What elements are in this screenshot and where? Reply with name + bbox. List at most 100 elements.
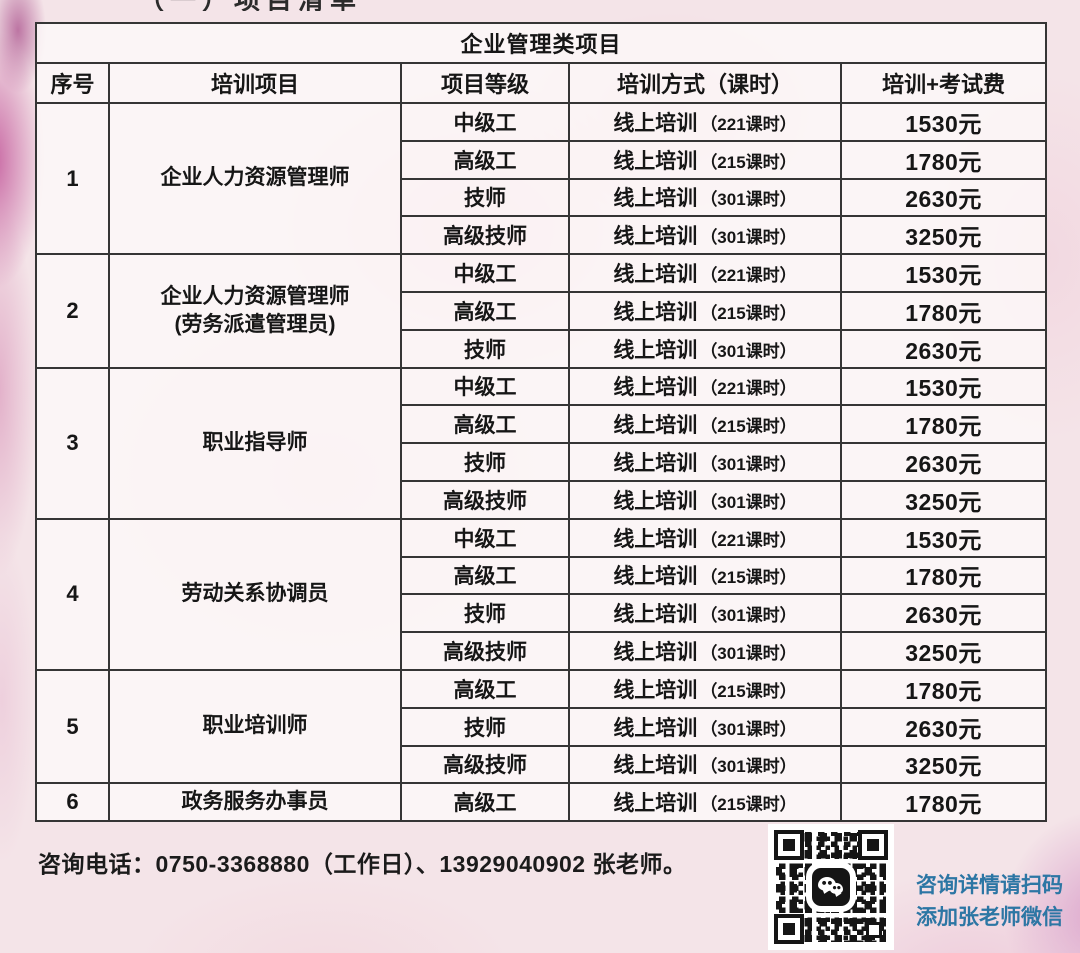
cell-fee: 1780元 — [839, 139, 1048, 180]
cell-fee: 2630元 — [839, 593, 1048, 634]
cell-fee: 3250元 — [839, 631, 1048, 671]
project-name: 企业人力资源管理师 — [160, 284, 350, 308]
table-row: 高级技师 线上培训 （301课时） 3250元 — [36, 215, 1048, 256]
hours-text: （215课时） — [700, 681, 797, 701]
method-text: 线上培训 — [613, 414, 698, 438]
project-name-sub: (劳务派遣管理员) — [174, 312, 336, 336]
hours-text: （301课时） — [700, 455, 797, 475]
table-row: 技师 线上培训 （301课时） 2630元 — [36, 442, 1048, 482]
table-row: 6 政务服务办事员 高级工 线上培训 （215课时） 1780元 — [35, 782, 1048, 823]
cell-level: 技师 — [400, 442, 570, 482]
qr-caption: 咨询详情请扫码 添加张老师微信 — [916, 870, 1063, 950]
col-header-level: 项目等级 — [400, 62, 570, 104]
table-row: 技师 线上培训 （301课时） 2630元 — [36, 593, 1048, 634]
table-row: 高级工 线上培训 （215课时） 1780元 — [36, 290, 1048, 331]
hours-text: （221课时） — [700, 114, 797, 134]
wechat-bubble-small-icon — [830, 883, 843, 894]
qr-finder-icon — [774, 914, 804, 944]
hours-text: （301课时） — [700, 341, 797, 361]
cell-fee: 1530元 — [839, 366, 1048, 407]
cell-level: 高级工 — [400, 290, 570, 331]
table-row: 4 劳动关系协调员 中级工 线上培训 （221课时） 1530元 — [35, 517, 1048, 671]
qr-code — [768, 824, 894, 950]
cell-method: 线上培训 （301课时） — [568, 744, 842, 785]
cell-level: 高级工 — [400, 404, 570, 445]
cell-method: 线上培训 （301课时） — [568, 215, 842, 256]
table-row: 3 职业指导师 中级工 线上培训 （221课时） 1530元 — [35, 366, 1048, 520]
table-row: 5 职业培训师 高级工 线上培训 （215课时） 1780元 — [35, 668, 1048, 785]
cell-method: 线上培训 （215课时） — [568, 404, 842, 445]
cell-method: 线上培训 （301课时） — [568, 442, 842, 482]
hours-text: （301课时） — [700, 492, 797, 512]
cell-fee: 2630元 — [839, 328, 1048, 369]
table-header-row: 序号 培训项目 项目等级 培训方式（课时） 培训+考试费 — [35, 62, 1048, 104]
method-text: 线上培训 — [613, 489, 698, 513]
method-text: 线上培训 — [613, 263, 698, 287]
cell-level: 技师 — [400, 177, 570, 218]
cell-no: 2 — [35, 253, 110, 369]
cell-project: 职业指导师 — [108, 366, 402, 520]
table-row: 2 企业人力资源管理师 (劳务派遣管理员) 中级工 线上培训 （221课时） 15… — [35, 253, 1048, 369]
cell-fee: 1780元 — [839, 290, 1048, 331]
cell-no: 5 — [35, 668, 110, 785]
hours-text: （301课时） — [700, 606, 797, 626]
cell-fee: 2630元 — [839, 706, 1048, 747]
cell-method: 线上培训 （215课时） — [568, 290, 842, 331]
cell-fee: 1530元 — [839, 102, 1048, 142]
cell-level: 高级技师 — [400, 215, 570, 256]
table-row: 高级工 线上培训 （215课时） 1780元 — [36, 404, 1048, 445]
cell-project: 劳动关系协调员 — [108, 517, 402, 671]
table-row: 技师 线上培训 （301课时） 2630元 — [36, 706, 1048, 747]
project-name: 职业指导师 — [202, 431, 308, 454]
hours-text: （215课时） — [700, 303, 797, 323]
method-text: 线上培训 — [613, 111, 698, 135]
cell-project: 企业人力资源管理师 — [108, 101, 402, 256]
cell-method: 线上培训 （221课时） — [568, 366, 842, 407]
table-row: 高级技师 线上培训 （301课时） 3250元 — [36, 479, 1048, 520]
cell-method: 线上培训 （301课时） — [568, 706, 842, 747]
cell-method: 线上培训 （215课时） — [568, 555, 842, 596]
cell-level: 高级工 — [400, 555, 570, 596]
cropped-heading: （一）项目清单 — [138, 0, 498, 11]
table-title: 企业管理类项目 — [34, 22, 1048, 64]
qr-block: 咨询详情请扫码 添加张老师微信 — [768, 824, 1063, 950]
hours-text: （215课时） — [700, 795, 797, 815]
cell-fee: 1780元 — [839, 668, 1048, 709]
qr-caption-teacher-name: 张老师 — [958, 905, 1021, 929]
cell-project: 企业人力资源管理师 (劳务派遣管理员) — [108, 253, 402, 369]
cell-level: 高级技师 — [400, 479, 570, 520]
cell-no: 1 — [35, 101, 110, 256]
method-text: 线上培训 — [613, 678, 698, 702]
cell-method: 线上培训 （301课时） — [568, 479, 842, 520]
col-header-no: 序号 — [35, 62, 110, 104]
method-text: 线上培训 — [613, 716, 698, 740]
cell-fee: 3250元 — [839, 215, 1048, 256]
method-text: 线上培训 — [613, 527, 698, 551]
cell-method: 线上培训 （221课时） — [568, 517, 842, 558]
cell-level: 技师 — [400, 328, 570, 369]
qr-caption-line2: 添加张老师微信 — [916, 902, 1063, 934]
cropped-heading-text: （一）项目清单 — [138, 0, 498, 11]
method-text: 线上培训 — [613, 187, 698, 211]
cell-method: 线上培训 （215课时） — [568, 668, 842, 709]
method-text: 线上培训 — [613, 149, 698, 173]
table-row: 技师 线上培训 （301课时） 2630元 — [36, 177, 1048, 218]
hours-text: （301课时） — [700, 228, 797, 248]
method-text: 线上培训 — [613, 225, 698, 249]
cell-level: 中级工 — [400, 253, 570, 293]
cell-no: 4 — [35, 517, 110, 671]
cell-level: 高级技师 — [400, 744, 570, 785]
hours-text: （215课时） — [700, 152, 797, 172]
method-text: 线上培训 — [613, 603, 698, 627]
method-text: 线上培训 — [613, 565, 698, 589]
hours-text: （221课时） — [700, 379, 797, 399]
col-header-method: 培训方式（课时） — [568, 62, 842, 104]
cell-fee: 3250元 — [839, 744, 1048, 785]
hours-text: （301课时） — [700, 719, 797, 739]
cell-level: 高级技师 — [400, 631, 570, 671]
training-fee-table: 企业管理类项目 序号 培训项目 项目等级 培训方式（课时） 培训+考试费 1 企… — [34, 22, 1048, 823]
cell-fee: 1780元 — [839, 782, 1048, 823]
cell-fee: 3250元 — [839, 479, 1048, 520]
cell-fee: 1780元 — [839, 404, 1048, 445]
table-row: 高级工 线上培训 （215课时） 1780元 — [36, 555, 1048, 596]
